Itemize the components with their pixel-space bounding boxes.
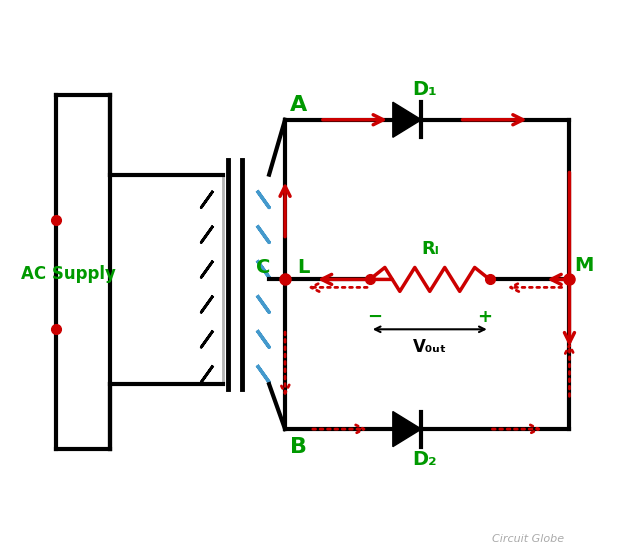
Text: +: +	[477, 308, 492, 326]
Text: D₂: D₂	[413, 450, 437, 469]
Text: AC Supply: AC Supply	[21, 265, 115, 283]
Text: C: C	[256, 258, 270, 277]
Text: Circuit Globe: Circuit Globe	[492, 534, 564, 544]
Text: V₀ᵤₜ: V₀ᵤₜ	[413, 338, 447, 356]
Text: A: A	[290, 95, 307, 115]
Text: M: M	[574, 256, 594, 275]
Text: D₁: D₁	[413, 80, 437, 99]
Text: L: L	[297, 258, 309, 277]
Text: Rₗ: Rₗ	[421, 240, 439, 258]
Polygon shape	[393, 102, 421, 137]
Polygon shape	[393, 411, 421, 447]
Text: B: B	[290, 437, 307, 457]
Text: −: −	[367, 308, 382, 326]
